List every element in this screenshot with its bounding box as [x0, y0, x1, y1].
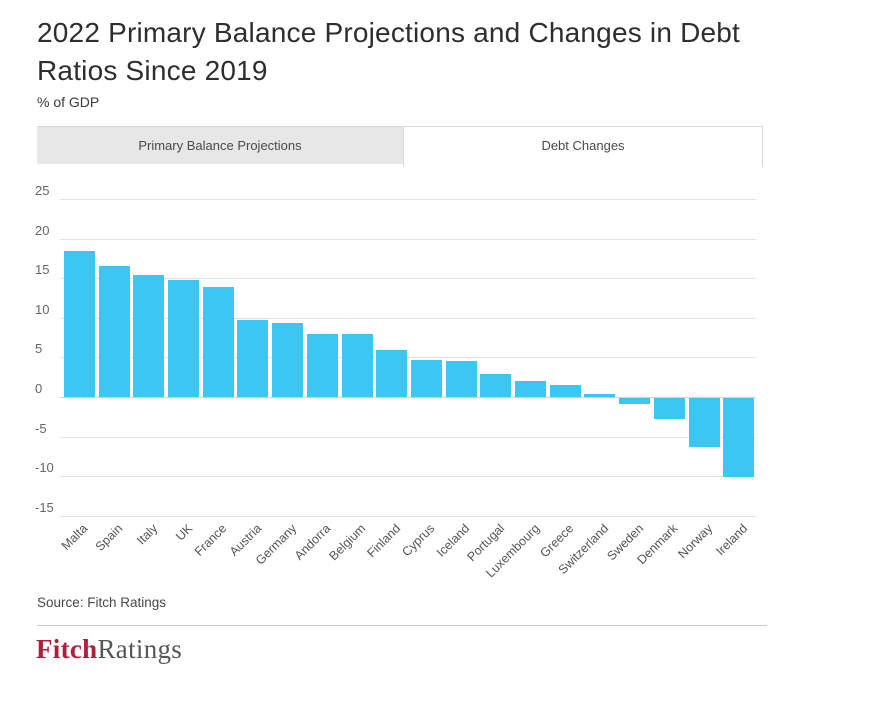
- bar: [445, 361, 477, 397]
- bar: [168, 279, 199, 397]
- gridline: [60, 515, 756, 517]
- bar: [515, 381, 546, 397]
- gridline: [60, 238, 756, 240]
- bar: [63, 250, 95, 397]
- gridline: [60, 199, 756, 200]
- bar: [306, 334, 338, 397]
- bar: [549, 385, 581, 397]
- y-axis-tick-label: 10: [35, 301, 50, 317]
- bar: [237, 320, 269, 397]
- y-axis-tick-label: 20: [35, 222, 50, 238]
- y-axis-tick-label: 25: [35, 183, 50, 198]
- bar: [202, 286, 234, 397]
- y-axis-tick-label: 0: [35, 381, 43, 396]
- bar: [480, 374, 512, 397]
- tab-primary-balance-projections[interactable]: Primary Balance Projections: [37, 127, 403, 164]
- tab-debt-changes[interactable]: Debt Changes: [403, 127, 763, 167]
- bar: [584, 393, 616, 397]
- y-axis-tick-label: -5: [35, 420, 47, 436]
- bar: [653, 398, 685, 420]
- gridline: [60, 476, 756, 478]
- bar-chart: 25 20 15 10 5 0 -5 -10 -15 Malta Spain Italy UK Franc…: [35, 180, 763, 620]
- fitch-ratings-logo: FitchRatings: [36, 634, 182, 665]
- bar: [619, 398, 651, 405]
- bar: [376, 349, 408, 397]
- page-title-line1: 2022 Primary Balance Projections and Cha…: [37, 17, 741, 48]
- bar: [723, 398, 755, 478]
- logo-ratings: Ratings: [97, 634, 183, 664]
- bar: [98, 266, 130, 397]
- gridline: [60, 317, 756, 319]
- y-axis-tick-label: -15: [35, 499, 54, 515]
- gridline: [60, 436, 756, 438]
- unit-label: % of GDP: [37, 94, 100, 110]
- source-note: Source: Fitch Ratings: [37, 595, 167, 610]
- bar: [341, 334, 373, 397]
- tab-strip: Primary Balance Projections Debt Changes: [37, 126, 763, 167]
- y-axis-tick-label: 15: [35, 262, 50, 278]
- bar: [410, 359, 442, 397]
- page-title: 2022 Primary Balance Projections and Cha…: [37, 14, 817, 90]
- bar: [133, 275, 165, 397]
- y-axis-tick-label: 5: [35, 341, 43, 357]
- footer-divider: [37, 625, 767, 626]
- zero-gridline: [60, 397, 756, 398]
- bar: [272, 323, 304, 397]
- gridline: [60, 357, 756, 359]
- y-axis-tick-label: -10: [35, 460, 54, 476]
- page-title-line2: Ratios Since 2019: [37, 55, 268, 86]
- bar: [688, 398, 720, 448]
- logo-fitch: Fitch: [36, 634, 98, 664]
- gridline: [60, 278, 756, 280]
